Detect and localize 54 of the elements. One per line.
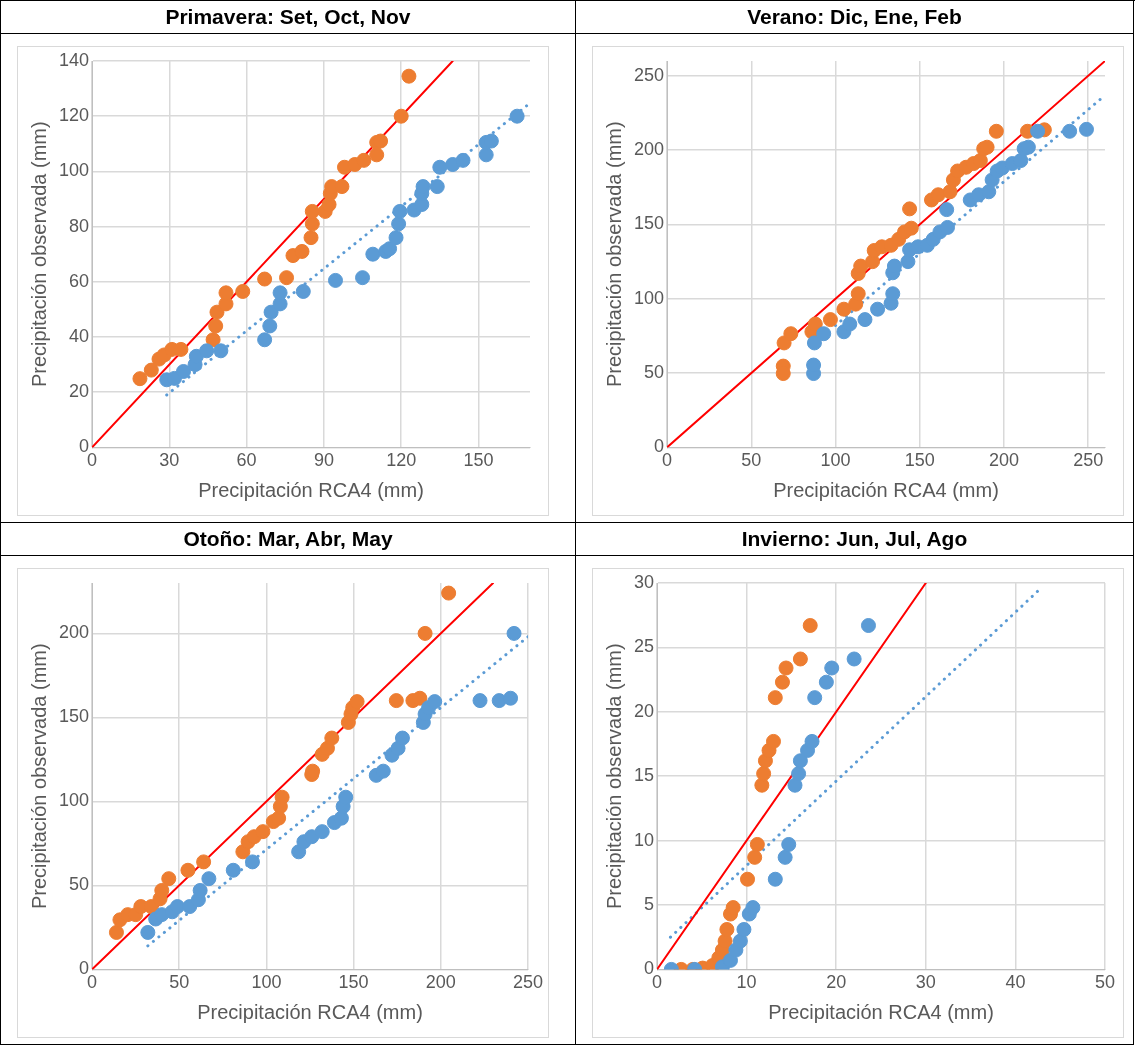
y-tick-label: 5 bbox=[644, 893, 655, 914]
x-axis-title: Precipitación RCA4 (mm) bbox=[768, 1000, 994, 1023]
chart-title: Verano: Dic, Ene, Feb bbox=[576, 1, 1133, 34]
y-tick-label: 25 bbox=[633, 636, 655, 657]
x-tick-label: 30 bbox=[915, 972, 936, 993]
x-tick-label: 200 bbox=[988, 450, 1019, 471]
y-tick-label: 20 bbox=[633, 700, 655, 721]
y-tick-label: 100 bbox=[58, 790, 90, 811]
x-tick-label: 50 bbox=[169, 972, 190, 993]
x-tick-label: 150 bbox=[904, 450, 935, 471]
y-tick-label: 120 bbox=[58, 105, 90, 126]
x-tick-label: 250 bbox=[512, 972, 544, 993]
chart-title: Primavera: Set, Oct, Nov bbox=[1, 1, 575, 34]
x-tick-label: 20 bbox=[826, 972, 847, 993]
y-tick-label: 150 bbox=[633, 213, 665, 234]
y-tick-label: 50 bbox=[69, 874, 90, 895]
x-tick-label: 10 bbox=[736, 972, 757, 993]
y-tick-label: 200 bbox=[58, 622, 90, 643]
y-tick-label: 200 bbox=[633, 139, 665, 160]
y-tick-label: 150 bbox=[58, 706, 90, 727]
y-tick-label: 40 bbox=[69, 325, 90, 346]
x-tick-label: 150 bbox=[338, 972, 369, 993]
y-tick-label: 60 bbox=[69, 270, 90, 291]
x-tick-label: 100 bbox=[820, 450, 851, 471]
x-tick-label: 120 bbox=[386, 450, 417, 471]
y-tick-label: 10 bbox=[633, 829, 655, 850]
y-axis-title: Precipitación observada (mm) bbox=[27, 121, 50, 388]
x-tick-label: 200 bbox=[425, 972, 456, 993]
y-tick-label: 100 bbox=[58, 160, 90, 181]
x-tick-label: 30 bbox=[159, 450, 180, 471]
x-tick-label: 150 bbox=[463, 450, 494, 471]
y-tick-label: 100 bbox=[633, 287, 665, 308]
y-axis-title: Precipitación observada (mm) bbox=[602, 121, 625, 388]
x-tick-label: 40 bbox=[1005, 972, 1026, 993]
y-tick-label: 50 bbox=[644, 362, 665, 383]
x-tick-label: 250 bbox=[1073, 450, 1104, 471]
x-axis-title: Precipitación RCA4 (mm) bbox=[197, 1000, 423, 1023]
x-axis-title: Precipitación RCA4 (mm) bbox=[198, 478, 424, 501]
y-tick-label: 250 bbox=[633, 64, 665, 85]
chart-title: Otoño: Mar, Abr, May bbox=[1, 523, 575, 556]
y-axis-title: Precipitación observada (mm) bbox=[27, 643, 50, 910]
y-tick-label: 15 bbox=[633, 765, 655, 786]
x-tick-label: 50 bbox=[1094, 972, 1116, 993]
y-tick-label: 80 bbox=[69, 215, 90, 236]
y-tick-label: 140 bbox=[58, 49, 90, 70]
chart-title: Invierno: Jun, Jul, Ago bbox=[576, 523, 1133, 556]
y-axis-title: Precipitación observada (mm) bbox=[602, 643, 625, 910]
x-tick-label: 90 bbox=[313, 450, 334, 471]
x-tick-label: 50 bbox=[741, 450, 762, 471]
x-tick-label: 60 bbox=[236, 450, 257, 471]
y-tick-label: 20 bbox=[69, 381, 90, 402]
x-tick-label: 100 bbox=[251, 972, 282, 993]
y-tick-label: 30 bbox=[633, 571, 655, 592]
x-axis-title: Precipitación RCA4 (mm) bbox=[773, 478, 999, 501]
